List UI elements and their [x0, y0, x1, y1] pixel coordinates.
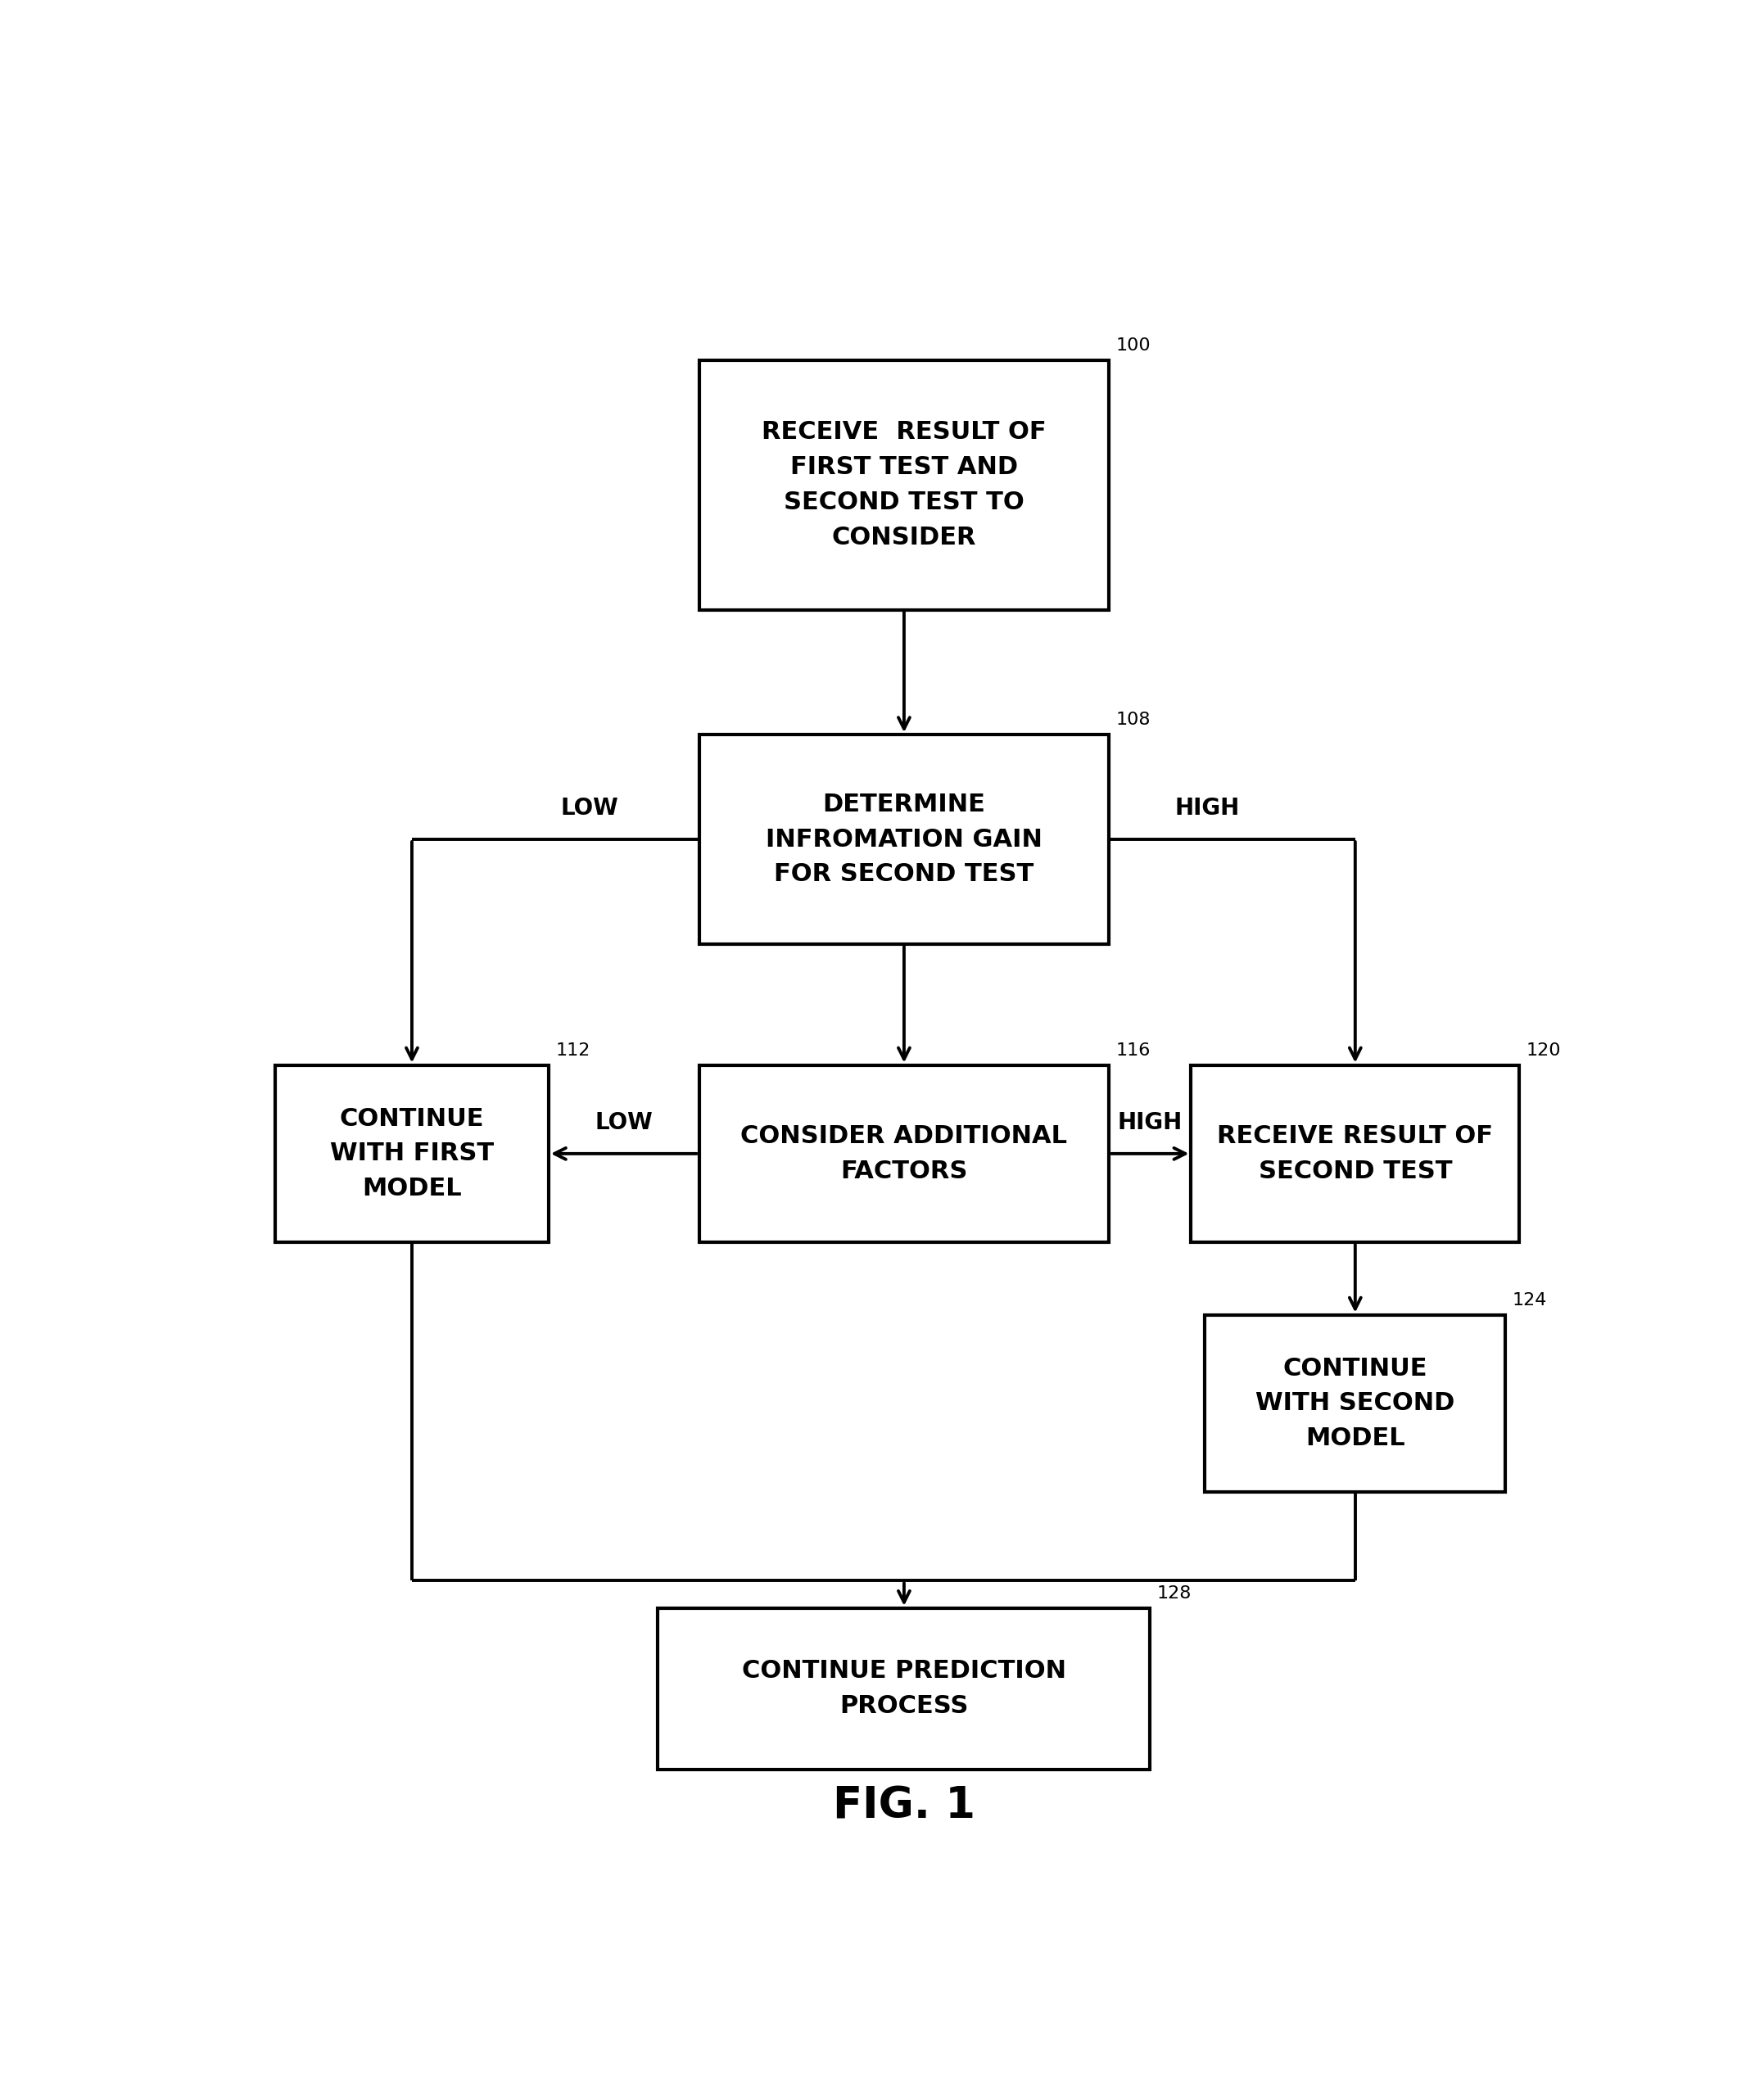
Text: CONSIDER ADDITIONAL
FACTORS: CONSIDER ADDITIONAL FACTORS	[741, 1124, 1067, 1183]
Text: HIGH: HIGH	[1118, 1111, 1182, 1134]
Text: LOW: LOW	[561, 797, 619, 820]
Text: 116: 116	[1117, 1042, 1150, 1059]
Text: DETERMINE
INFROMATION GAIN
FOR SECOND TEST: DETERMINE INFROMATION GAIN FOR SECOND TE…	[766, 793, 1043, 885]
Text: 120: 120	[1526, 1042, 1561, 1059]
Text: CONTINUE
WITH FIRST
MODEL: CONTINUE WITH FIRST MODEL	[330, 1107, 494, 1201]
Text: RECEIVE  RESULT OF
FIRST TEST AND
SECOND TEST TO
CONSIDER: RECEIVE RESULT OF FIRST TEST AND SECOND …	[762, 421, 1046, 548]
Bar	[699, 1065, 1110, 1243]
Bar	[1205, 1314, 1506, 1492]
Bar	[1191, 1065, 1519, 1243]
Text: 124: 124	[1512, 1291, 1547, 1308]
Text: 128: 128	[1157, 1584, 1192, 1601]
Text: FIG. 1: FIG. 1	[833, 1785, 975, 1827]
Text: HIGH: HIGH	[1175, 797, 1240, 820]
Text: LOW: LOW	[594, 1111, 653, 1134]
Text: RECEIVE RESULT OF
SECOND TEST: RECEIVE RESULT OF SECOND TEST	[1217, 1124, 1492, 1183]
Text: 108: 108	[1117, 712, 1150, 728]
Bar	[699, 735, 1110, 944]
Bar	[275, 1065, 549, 1243]
Text: CONTINUE PREDICTION
PROCESS: CONTINUE PREDICTION PROCESS	[743, 1660, 1065, 1718]
Text: CONTINUE
WITH SECOND
MODEL: CONTINUE WITH SECOND MODEL	[1256, 1356, 1455, 1450]
Text: 100: 100	[1117, 337, 1150, 354]
Text: 112: 112	[556, 1042, 591, 1059]
Bar	[699, 360, 1110, 609]
Bar	[658, 1607, 1150, 1769]
